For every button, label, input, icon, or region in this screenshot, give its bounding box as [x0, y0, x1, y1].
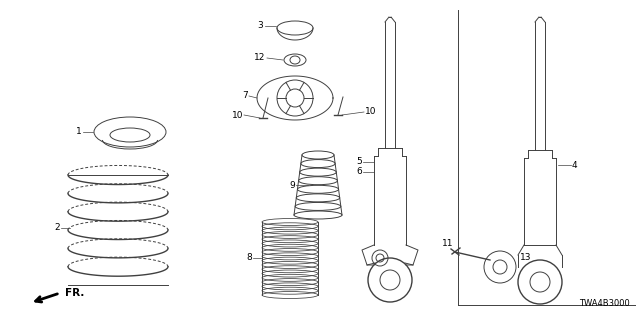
Text: 12: 12: [253, 53, 265, 62]
Text: 8: 8: [246, 253, 252, 262]
Text: 4: 4: [572, 161, 578, 170]
Text: 5: 5: [356, 157, 362, 166]
Text: 13: 13: [520, 253, 531, 262]
Text: 7: 7: [243, 92, 248, 100]
Text: FR.: FR.: [65, 288, 84, 298]
Text: 11: 11: [442, 238, 454, 247]
Text: TWA4B3000: TWA4B3000: [579, 299, 630, 308]
Text: 1: 1: [76, 127, 82, 137]
Text: 6: 6: [356, 167, 362, 177]
Text: 2: 2: [54, 223, 60, 233]
Text: 10: 10: [365, 108, 376, 116]
Text: 10: 10: [232, 110, 243, 119]
Text: 9: 9: [289, 180, 295, 189]
Text: 3: 3: [257, 21, 263, 30]
